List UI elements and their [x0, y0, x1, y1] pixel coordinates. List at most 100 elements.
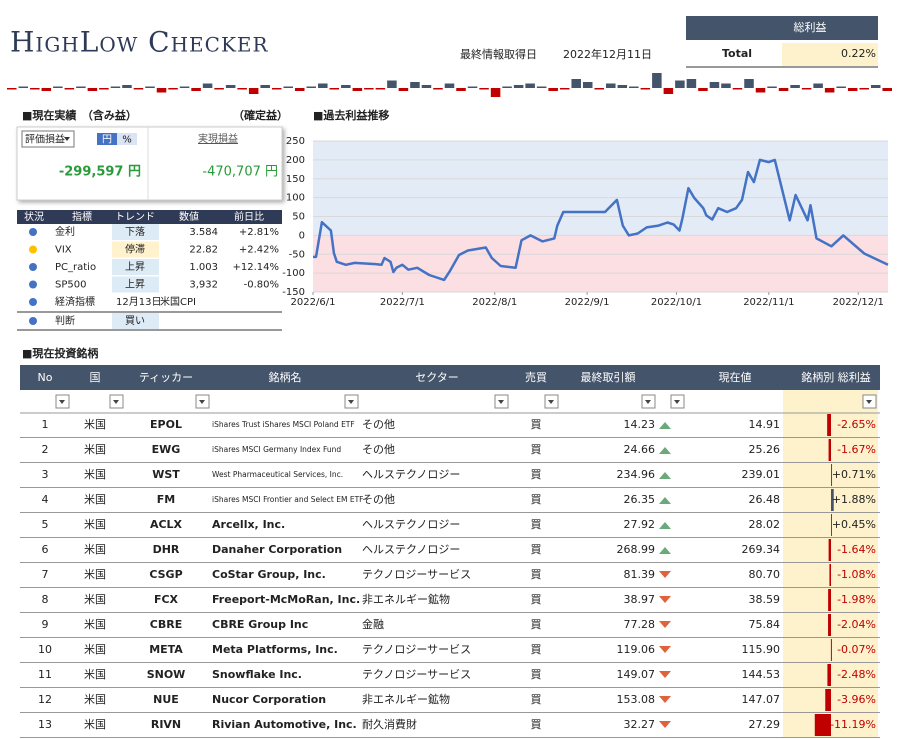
daily-bar: [294, 88, 305, 91]
row-current: 75.84: [749, 618, 781, 631]
daily-bar: [859, 88, 869, 90]
row-no: 12: [38, 693, 52, 706]
row-no: 2: [42, 443, 49, 456]
daily-bar: [398, 88, 409, 91]
performance-title: ■現在実績 （含み益）: [22, 108, 137, 122]
x-tick-label: 2022/6/1: [291, 297, 336, 308]
status-dot: [29, 298, 37, 306]
row-pnl: -1.98%: [837, 593, 876, 606]
pnl-bar: [825, 689, 831, 711]
x-tick-label: 2022/9/1: [565, 297, 610, 308]
row-pnl: -1.64%: [837, 543, 876, 556]
indicator-name: SP500: [55, 280, 86, 291]
row-side: 買: [531, 718, 542, 731]
daily-bar: [283, 86, 293, 88]
row-last: 38.97: [624, 593, 656, 606]
y-tick-label: 250: [286, 136, 305, 147]
filter-arrow: [199, 400, 205, 404]
indicator-name: 経済指標: [55, 295, 95, 308]
row-current: 115.90: [742, 643, 781, 656]
trend-arrow: [659, 671, 671, 678]
indicator-name: PC_ratio: [55, 262, 96, 273]
pnl-bar: [830, 639, 832, 661]
trend-cell: [112, 259, 159, 275]
judgment-value: 買い: [125, 315, 145, 327]
row-no: 8: [42, 593, 49, 606]
y-tick-label: 100: [286, 193, 305, 204]
row-sector: テクノロジーサービス: [362, 568, 471, 581]
updated-date: 2022年12月11日: [563, 47, 652, 61]
indicator-value: 3,932: [189, 280, 218, 291]
updated-label: 最終情報取得日: [460, 48, 537, 61]
indicator-heading: 状況: [24, 210, 44, 223]
filter-arrow: [59, 400, 65, 404]
trend-arrow: [659, 422, 671, 429]
select-box[interactable]: [21, 130, 75, 148]
row-no: 11: [38, 668, 52, 681]
summary-label: Total: [722, 47, 752, 60]
row-current: 28.02: [749, 518, 781, 531]
daily-bar: [145, 86, 155, 88]
realized-title: （確定益）: [233, 108, 288, 122]
row-last: 153.08: [617, 693, 656, 706]
status-dot: [29, 317, 37, 325]
row-name: CBRE Group Inc: [212, 618, 308, 631]
indicator-trend: 停滞: [125, 243, 145, 256]
row-ticker: NUE: [153, 693, 179, 706]
daily-bar: [870, 85, 881, 88]
daily-bar: [318, 83, 328, 88]
toggle-pct-text[interactable]: %: [122, 135, 132, 146]
daily-bar: [248, 88, 259, 94]
profit-line: [313, 158, 889, 282]
indicator-name: 判断: [55, 314, 75, 327]
row-sector: その他: [362, 443, 395, 456]
daily-bar: [433, 88, 443, 90]
daily-bar: [594, 88, 605, 90]
row-pnl: +1.88%: [832, 493, 876, 506]
filter-arrow: [645, 400, 651, 404]
daily-bar: [640, 88, 651, 90]
column-heading: 売買: [525, 371, 547, 384]
indicator-value: 22.82: [189, 245, 218, 256]
row-name: Snowflake Inc.: [212, 668, 302, 681]
pnl-bar: [827, 664, 831, 686]
row-name: iShares MSCI Germany Index Fund: [212, 445, 341, 454]
daily-bar: [7, 88, 17, 90]
row-no: 3: [42, 468, 49, 481]
row-country: 米国: [84, 493, 106, 506]
trend-arrow: [659, 621, 671, 628]
row-ticker: SNOW: [147, 668, 186, 681]
row-pnl: -1.08%: [837, 568, 876, 581]
row-current: 147.07: [742, 693, 781, 706]
row-ticker: DHR: [153, 543, 180, 556]
row-ticker: RIVN: [151, 718, 181, 731]
row-side: 買: [531, 593, 542, 606]
daily-bar: [490, 88, 501, 97]
row-current: 269.34: [742, 543, 781, 556]
y-tick-label: 50: [292, 212, 305, 223]
y-tick-label: 150: [286, 174, 305, 185]
judgment-cell: [112, 313, 159, 329]
row-name: Freeport-McMoRan, Inc.: [212, 593, 360, 606]
daily-bar: [778, 88, 789, 91]
row-name: Rivian Automotive, Inc.: [212, 718, 357, 731]
daily-bar: [755, 88, 766, 93]
row-pnl: -0.07%: [837, 643, 876, 656]
toggle-pct[interactable]: [117, 133, 137, 145]
toggle-yen[interactable]: [97, 133, 117, 145]
row-ticker: ACLX: [150, 518, 183, 531]
daily-bar: [375, 88, 386, 90]
daily-bar: [790, 85, 800, 88]
daily-bar: [64, 88, 75, 90]
daily-bar: [237, 88, 247, 90]
column-heading: ティッカー: [139, 371, 193, 384]
select-text[interactable]: 評価損益: [25, 133, 65, 146]
row-current: 25.26: [749, 443, 781, 456]
row-pnl: -2.48%: [837, 668, 876, 681]
toggle-yen-text[interactable]: 円: [102, 135, 112, 146]
daily-bar: [652, 73, 662, 88]
row-no: 9: [42, 618, 49, 631]
pnl-bar: [828, 614, 831, 636]
row-country: 米国: [84, 443, 106, 456]
